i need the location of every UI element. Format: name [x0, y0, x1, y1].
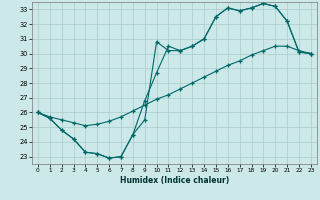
X-axis label: Humidex (Indice chaleur): Humidex (Indice chaleur) [120, 176, 229, 185]
